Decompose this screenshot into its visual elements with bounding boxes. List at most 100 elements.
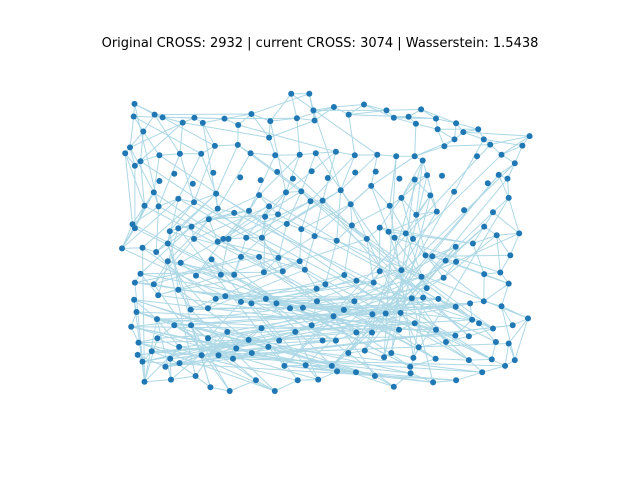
graph-edge	[296, 118, 301, 155]
graph-node	[233, 345, 240, 352]
graph-edge	[410, 358, 436, 368]
graph-edge	[177, 153, 202, 200]
graph-edge	[340, 154, 378, 191]
graph-node	[262, 213, 269, 220]
graph-node	[465, 333, 472, 340]
graph-edge	[224, 113, 252, 120]
graph-node	[433, 208, 440, 215]
graph-edge	[142, 324, 312, 363]
graph-edge	[202, 118, 225, 124]
graph-edge	[304, 235, 316, 270]
graph-edge	[155, 206, 160, 253]
graph-node	[150, 189, 157, 196]
graph-edge	[348, 114, 356, 156]
graph-node	[150, 281, 157, 288]
graph-node	[308, 322, 315, 329]
graph-node	[294, 377, 301, 384]
graph-edge	[284, 364, 306, 367]
graph-edge	[391, 352, 414, 359]
graph-node	[139, 244, 146, 251]
graph-node	[369, 329, 375, 336]
nodes-layer	[119, 90, 533, 394]
graph-node	[141, 202, 148, 209]
graph-node	[266, 203, 273, 210]
graph-edge	[154, 114, 181, 155]
graph-node	[337, 187, 344, 194]
graph-edge	[158, 205, 436, 360]
graph-node	[493, 232, 500, 239]
graph-edge	[483, 283, 509, 302]
graph-node	[386, 202, 393, 209]
graph-edge	[165, 340, 323, 368]
graph-node	[141, 378, 148, 385]
graph-edge	[509, 233, 520, 256]
graph-node	[276, 337, 283, 344]
graph-edge	[159, 153, 180, 156]
graph-node	[226, 388, 233, 394]
graph-node	[246, 207, 252, 214]
graph-node	[411, 320, 418, 327]
graph-node	[410, 354, 417, 361]
graph-edge	[129, 147, 136, 166]
graph-edge	[170, 375, 196, 381]
graph-node	[128, 323, 135, 330]
graph-edge	[169, 358, 196, 377]
graph-edge	[140, 154, 160, 162]
graph-edge	[370, 185, 391, 207]
graph-edge	[142, 131, 160, 156]
graph-node	[243, 234, 250, 241]
graph-node	[345, 350, 352, 356]
graph-edge	[215, 144, 239, 194]
graph-edge	[514, 145, 523, 164]
graph-edge	[348, 109, 387, 116]
graph-edge	[377, 154, 397, 157]
graph-edge	[463, 131, 484, 140]
graph-node	[412, 120, 419, 127]
graph-node	[188, 322, 195, 329]
graph-node	[465, 357, 472, 364]
graph-node	[311, 233, 318, 240]
graph-node	[451, 136, 458, 143]
graph-node	[212, 295, 219, 302]
graph-node	[260, 269, 267, 276]
graph-edge	[388, 211, 437, 233]
graph-node	[312, 150, 319, 157]
graph-edge	[400, 197, 414, 240]
graph-edge	[154, 113, 252, 116]
graph-edge	[296, 106, 335, 119]
graph-edge	[129, 147, 155, 193]
graph-edge	[214, 144, 238, 147]
graph-node	[385, 228, 392, 235]
graph-edge	[383, 156, 397, 358]
graph-edge	[444, 144, 491, 147]
graph-edge	[411, 298, 434, 383]
graph-edge	[370, 185, 389, 232]
graph-edge	[250, 152, 276, 156]
graph-node	[210, 169, 217, 176]
graph-edge	[454, 319, 473, 336]
graph-node	[440, 274, 447, 281]
graph-node	[288, 90, 295, 97]
graph-edge	[394, 237, 501, 273]
graph-node	[248, 350, 255, 356]
graph-node	[151, 111, 158, 118]
graph-edge	[240, 297, 412, 303]
graph-node	[247, 150, 254, 157]
graph-node	[328, 362, 335, 369]
graph-node	[127, 144, 133, 151]
graph-edge	[364, 350, 385, 358]
graph-edge	[268, 137, 276, 156]
graph-node	[345, 111, 352, 118]
graph-node	[258, 234, 265, 241]
graph-edge	[180, 241, 218, 264]
graph-node	[287, 305, 293, 312]
graph-node	[322, 281, 329, 288]
graph-node	[480, 298, 487, 305]
graph-node	[222, 293, 229, 300]
graph-edge	[305, 364, 332, 367]
graph-node	[432, 355, 439, 362]
graph-edge	[140, 160, 436, 360]
graph-edge	[443, 234, 498, 279]
graph-edge	[195, 375, 211, 388]
graph-edge	[156, 318, 172, 380]
